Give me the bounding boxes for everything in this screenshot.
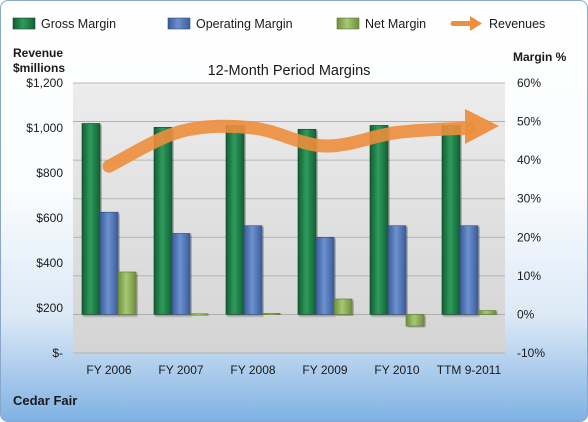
chart-title: 12-Month Period Margins [208, 63, 371, 79]
bars [81, 123, 497, 327]
bar-gross-margin [441, 125, 461, 315]
bar-net-margin [477, 310, 497, 315]
right-tick-label: 20% [517, 230, 541, 244]
bar-gross-margin [81, 123, 101, 315]
legend-label-revenues: Revenues [489, 17, 545, 31]
category-label: FY 2006 [86, 363, 131, 377]
legend-item-net-margin: Net Margin [336, 17, 426, 31]
right-axis-ticks: -10% 0% 10% 20% 30% 40% 50% 60% [517, 76, 545, 360]
legend: Gross Margin Operating Margin Net Margin… [12, 16, 545, 31]
company-label: Cedar Fair [13, 393, 77, 408]
bar-operating-margin [387, 225, 407, 315]
bar-gross-margin [369, 125, 389, 315]
category-label: TTM 9-2011 [437, 363, 502, 377]
legend-label-net-margin: Net Margin [365, 17, 426, 31]
left-axis-ticks: $- $200 $400 $600 $800 $1,000 $1,200 [26, 76, 63, 360]
legend-item-operating-margin: Operating Margin [167, 17, 293, 31]
bar-gross-margin [297, 128, 317, 315]
right-tick-label: 30% [517, 192, 541, 206]
left-tick-label: $400 [36, 256, 63, 270]
category-label: FY 2009 [302, 363, 347, 377]
bar-net-margin [261, 312, 281, 316]
left-tick-label: $1,200 [26, 76, 63, 90]
bar-operating-margin [243, 225, 263, 315]
category-labels: FY 2006 FY 2007 FY 2008 FY 2009 FY 2010 TTM 9… [86, 363, 501, 377]
legend-label-gross-margin: Gross Margin [41, 17, 116, 31]
bar-operating-margin [99, 211, 119, 315]
right-tick-label: 60% [517, 76, 541, 90]
revenue-line [102, 109, 499, 173]
category-label: FY 2008 [230, 363, 275, 377]
bar-gross-margin [225, 125, 245, 315]
left-tick-label: $200 [36, 301, 63, 315]
bar-net-margin [333, 298, 353, 315]
revenue-arrowhead-icon [465, 109, 499, 144]
legend-item-revenues: Revenues [450, 16, 545, 31]
bar-operating-margin [459, 225, 479, 315]
left-tick-label: $- [52, 346, 63, 360]
bar-operating-margin [315, 236, 335, 315]
right-tick-label: 50% [517, 115, 541, 129]
bar-gross-margin [153, 127, 173, 315]
left-tick-label: $600 [36, 211, 63, 225]
bar-net-margin [117, 271, 137, 315]
gridlines [73, 82, 505, 354]
legend-label-operating-margin: Operating Margin [196, 17, 293, 31]
right-tick-label: -10% [517, 346, 545, 360]
bar-net-margin [189, 313, 209, 316]
right-axis-title: Margin % [513, 50, 567, 64]
legend-item-gross-margin: Gross Margin [12, 17, 116, 31]
bar-operating-margin [171, 233, 191, 315]
left-axis-title-line1: Revenue [13, 46, 63, 60]
left-axis-title-line2: $millions [13, 61, 65, 75]
left-tick-label: $800 [36, 166, 63, 180]
right-tick-label: 10% [517, 269, 541, 283]
revenue-line-path [102, 119, 476, 173]
category-label: FY 2010 [374, 363, 419, 377]
left-tick-label: $1,000 [26, 121, 63, 135]
category-label: FY 2007 [158, 363, 203, 377]
bar-net-margin [405, 314, 425, 327]
right-tick-label: 40% [517, 153, 541, 167]
right-tick-label: 0% [517, 307, 535, 321]
